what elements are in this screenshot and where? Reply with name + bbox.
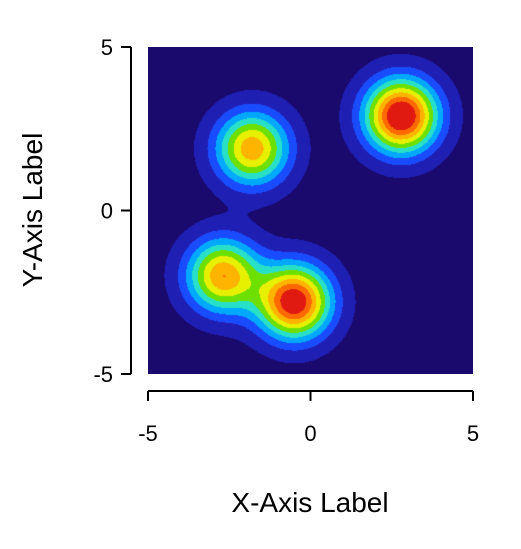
y-tick-label: 5	[101, 35, 113, 60]
x-axis-title: X-Axis Label	[231, 487, 388, 518]
y-axis-title: Y-Axis Label	[17, 133, 48, 288]
ticks: -5 0 5 -5 0 5	[93, 35, 479, 446]
heatmap-field	[148, 47, 473, 374]
y-tick-label: 0	[101, 199, 113, 224]
x-tick-label: -5	[138, 421, 158, 446]
x-tick-label: 0	[304, 421, 316, 446]
y-tick-label: -5	[93, 362, 113, 387]
x-tick-label: 5	[467, 421, 479, 446]
plot-area	[148, 47, 473, 374]
